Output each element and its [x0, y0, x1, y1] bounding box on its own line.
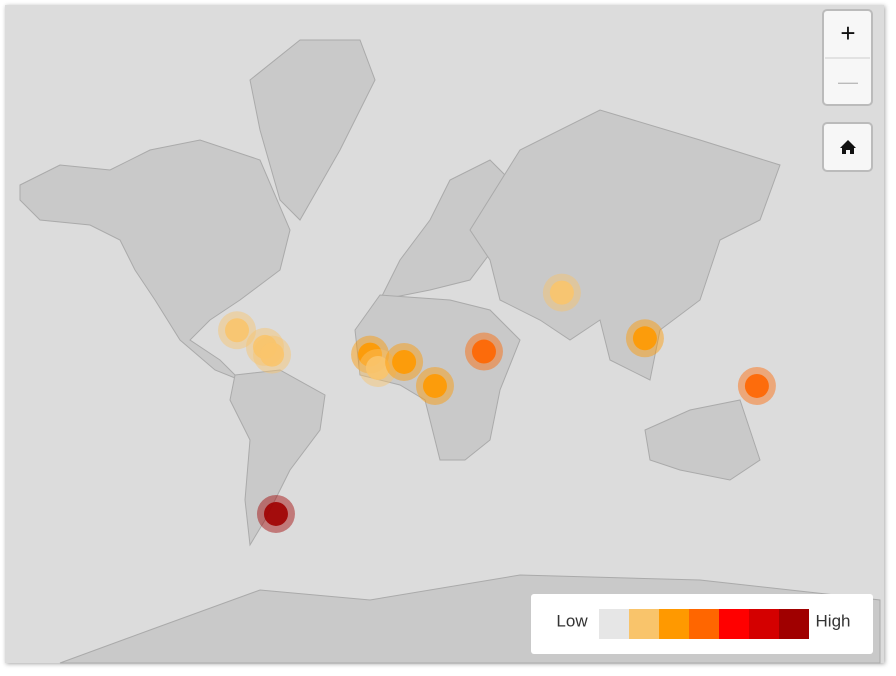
legend-swatch	[719, 609, 749, 639]
legend-scale	[599, 609, 809, 639]
marker	[422, 373, 447, 398]
legend-swatch	[659, 609, 689, 639]
legend-swatch	[599, 609, 629, 639]
land	[19, 39, 881, 664]
marker	[392, 349, 417, 374]
marker	[549, 280, 574, 305]
marker	[260, 342, 285, 367]
zoom-out[interactable]: —	[838, 71, 858, 93]
marker	[263, 501, 288, 526]
legend-swatch	[629, 609, 659, 639]
marker	[225, 318, 250, 343]
zoom-in[interactable]: +	[840, 18, 855, 48]
legend-high: High	[816, 611, 851, 630]
marker	[471, 339, 496, 364]
home-icon	[840, 140, 856, 154]
legend-low: Low	[556, 611, 588, 630]
markers	[218, 273, 776, 533]
legend-swatch	[749, 609, 779, 639]
marker	[632, 326, 657, 351]
legend-swatch	[689, 609, 719, 639]
legend-swatch	[779, 609, 809, 639]
marker	[744, 373, 769, 398]
marker	[365, 355, 390, 380]
